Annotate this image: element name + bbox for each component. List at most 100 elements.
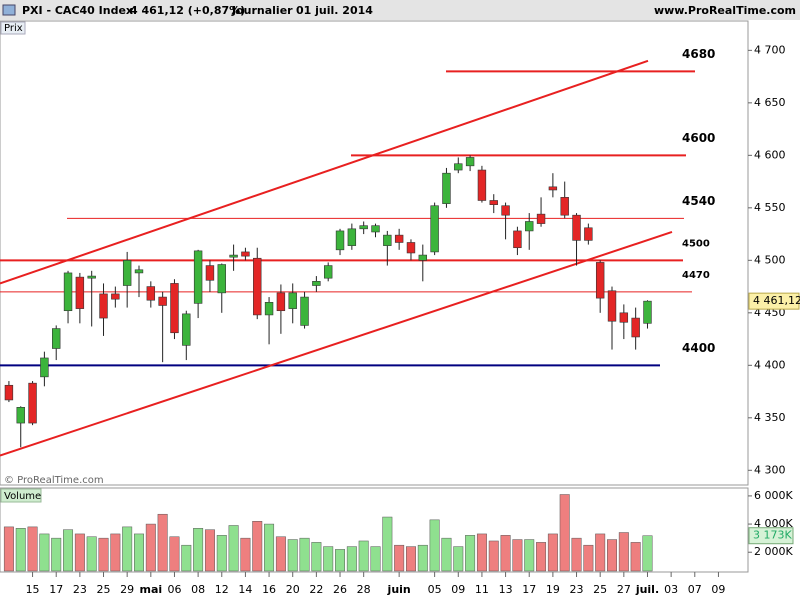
x-tick-label: 12: [215, 583, 229, 596]
x-tick-label: 14: [238, 583, 252, 596]
volume-bar: [311, 542, 322, 572]
candle-body: [75, 276, 85, 309]
candle-body: [525, 221, 534, 232]
candle-body: [63, 272, 73, 312]
volume-bar: [15, 528, 26, 572]
candle-body: [4, 384, 14, 401]
candle-body: [418, 254, 428, 261]
candle-body: [501, 205, 510, 216]
volume-bar: [536, 542, 547, 572]
x-tick-label: 15: [26, 583, 40, 596]
x-tick-label: 03: [664, 583, 678, 596]
panel-label: Prix: [4, 23, 23, 34]
volume-bar: [405, 546, 416, 572]
volume-bar: [145, 523, 156, 572]
x-tick-label: mai: [139, 583, 162, 596]
x-tick-label: 17: [49, 583, 63, 596]
y-tick-label: 4 300: [754, 463, 786, 476]
x-tick-label: juil.: [635, 583, 659, 596]
y-tick-label: 4 650: [754, 96, 786, 109]
candle-body: [16, 407, 25, 424]
period: Journalier: [231, 4, 293, 17]
candle-body: [276, 292, 286, 312]
candle-body: [205, 265, 215, 281]
menu-icon[interactable]: [2, 4, 16, 16]
volume-bar: [547, 533, 558, 572]
y-tick-label: 4 000K: [754, 517, 793, 530]
last-volume-box: [748, 527, 794, 545]
volume-bar: [394, 544, 405, 572]
candle-body: [193, 250, 203, 304]
candle-body: [229, 254, 238, 258]
volume-bar: [559, 494, 570, 572]
volume-bar: [417, 544, 428, 572]
x-tick-label: 17: [522, 583, 536, 596]
y-tick-label: 4 550: [754, 201, 786, 214]
volume-bar: [169, 536, 180, 572]
candle-body: [383, 234, 392, 246]
price-panel: [0, 20, 749, 486]
x-tick-label: 16: [262, 583, 276, 596]
candle-body: [158, 296, 167, 306]
volume-bar: [500, 535, 511, 572]
candle-body: [489, 200, 498, 205]
candle-body: [28, 382, 37, 424]
x-tick-label: 26: [333, 583, 347, 596]
volume-bar: [228, 525, 239, 572]
volume-bar: [240, 537, 251, 572]
candle-body: [631, 317, 640, 338]
candle-body: [335, 230, 345, 251]
level-label: 4540: [682, 194, 715, 208]
candle-body: [347, 228, 357, 246]
candle-body: [572, 214, 581, 241]
trendline: [0, 231, 673, 457]
y-tick-label: 4 400: [754, 358, 786, 371]
volume-bar: [275, 536, 286, 572]
instrument: PXI - CAC40 Index: [22, 4, 133, 17]
last-price-label: 4 461,12: [753, 294, 800, 307]
y-tick-label: 6 000K: [754, 489, 793, 502]
volume-bar: [193, 528, 204, 572]
x-tick-label: 25: [593, 583, 607, 596]
volume-bar: [299, 537, 310, 572]
volume-bar: [488, 540, 499, 572]
x-tick-label: 23: [73, 583, 87, 596]
candle-body: [643, 300, 652, 324]
candle-body: [253, 257, 262, 316]
volume-bar: [323, 546, 334, 572]
volume-bar: [618, 532, 629, 572]
y-tick-label: 4 350: [754, 411, 786, 424]
volume-bar: [264, 523, 275, 572]
volume-bar: [3, 526, 14, 572]
candle-body: [359, 225, 368, 230]
candle-body: [134, 269, 144, 274]
candle-body: [99, 293, 108, 319]
level-label: 4600: [682, 131, 715, 145]
volume-bar: [583, 544, 594, 572]
volume-bar: [429, 519, 440, 572]
candle-body: [111, 293, 120, 300]
volume-bar: [110, 533, 121, 572]
candle-body: [454, 163, 463, 171]
volume-bar: [571, 537, 582, 572]
volume-bar: [27, 526, 38, 572]
level-label: 4400: [682, 341, 715, 355]
candle-body: [465, 157, 475, 167]
volume-bar: [476, 533, 487, 572]
volume-bar: [74, 533, 85, 572]
volume-bar: [607, 539, 617, 572]
candle-body: [52, 328, 61, 349]
level-label: 4500: [682, 238, 710, 249]
x-tick-label: 11: [475, 583, 489, 596]
volume-bar: [512, 539, 523, 572]
candle-body: [182, 313, 191, 346]
y-tick-label: 4 600: [754, 148, 786, 161]
x-tick-label: 07: [688, 583, 702, 596]
candle-body: [584, 227, 593, 241]
x-tick-label: 09: [711, 583, 725, 596]
candle-body: [217, 264, 226, 294]
level-label: 4680: [682, 47, 715, 61]
last-volume-label: 3 173K: [753, 529, 792, 542]
